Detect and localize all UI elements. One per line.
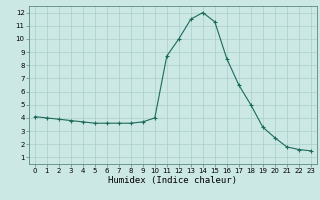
X-axis label: Humidex (Indice chaleur): Humidex (Indice chaleur) [108, 176, 237, 185]
